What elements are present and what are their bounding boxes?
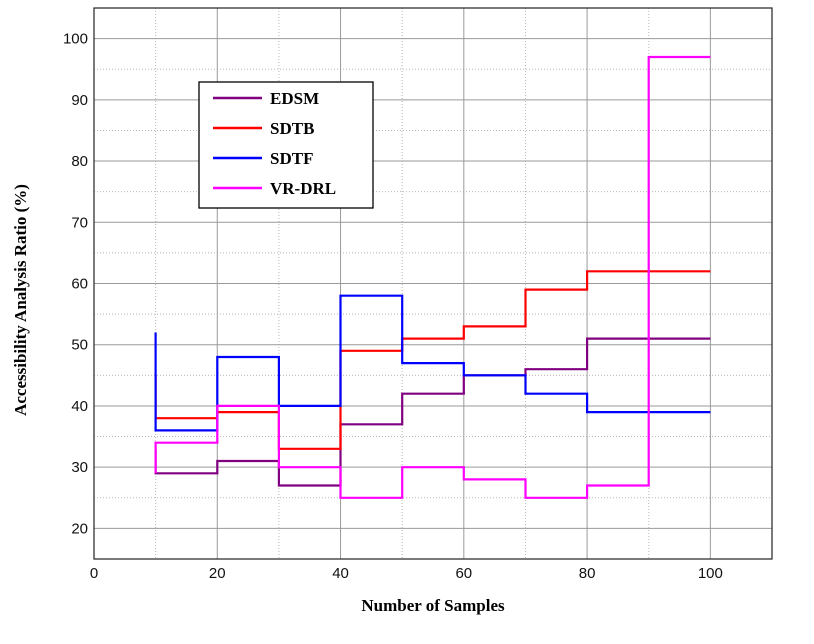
legend: EDSM SDTB SDTF VR-DRL xyxy=(198,81,374,209)
tick-labels: 0 20 40 60 80 100 20 30 40 50 60 70 80 90 100 xyxy=(63,31,723,582)
x-tick-label: 40 xyxy=(332,565,349,582)
series-line-sdtf xyxy=(154,294,711,432)
legend-label: VR-DRL xyxy=(270,179,336,198)
x-tick-label: 60 xyxy=(455,565,472,582)
legend-entry: EDSM xyxy=(213,89,319,108)
legend-label: SDTF xyxy=(270,149,313,168)
y-tick-label: 40 xyxy=(71,398,88,415)
legend-label: EDSM xyxy=(270,89,319,108)
x-tick-label: 100 xyxy=(698,565,723,582)
y-tick-label: 60 xyxy=(71,276,88,293)
y-tick-label: 30 xyxy=(71,459,88,476)
x-tick-label: 80 xyxy=(579,565,596,582)
y-tick-label: 80 xyxy=(71,153,88,170)
legend-entry: SDTB xyxy=(213,119,314,138)
series-lines xyxy=(154,55,711,499)
legend-entry: SDTF xyxy=(213,149,313,168)
y-axis-title: Accessibility Analysis Ratio (%) xyxy=(11,184,30,416)
y-tick-label: 100 xyxy=(63,31,88,48)
legend-label: SDTB xyxy=(270,119,314,138)
plot-frame xyxy=(93,7,773,560)
x-tick-label: 0 xyxy=(90,565,98,582)
legend-entry: VR-DRL xyxy=(213,179,336,198)
x-tick-label: 20 xyxy=(209,565,226,582)
series-line-vr-drl xyxy=(154,55,711,499)
y-tick-label: 90 xyxy=(71,92,88,109)
x-axis-title: Number of Samples xyxy=(361,596,505,615)
y-tick-label: 70 xyxy=(71,214,88,231)
y-tick-label: 50 xyxy=(71,337,88,354)
series-line-edsm xyxy=(154,337,711,487)
y-tick-label: 20 xyxy=(71,520,88,537)
